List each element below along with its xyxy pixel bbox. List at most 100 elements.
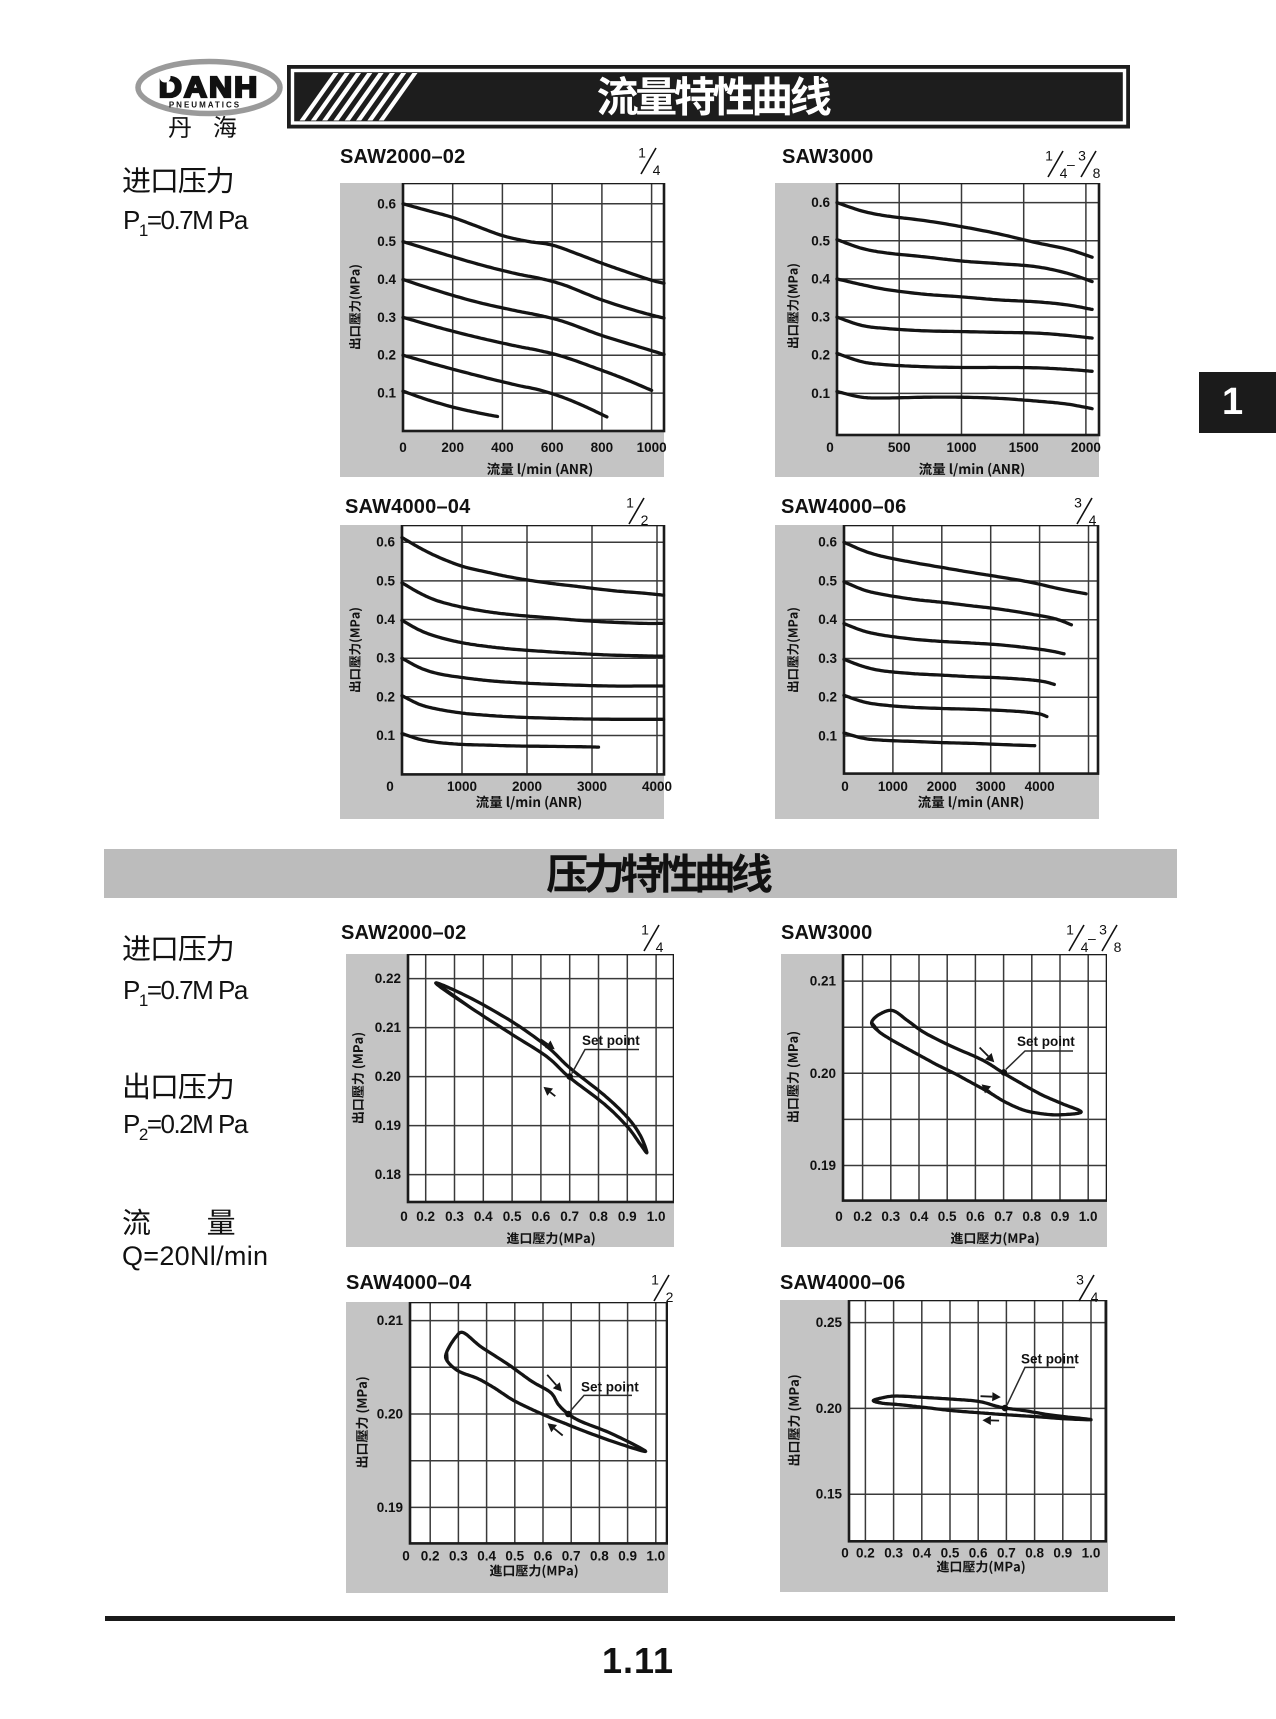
svg-text:0.8: 0.8: [1022, 1209, 1041, 1224]
svg-text:0.5: 0.5: [938, 1209, 957, 1224]
svg-text:1000: 1000: [447, 779, 477, 794]
svg-text:0.6: 0.6: [811, 195, 830, 210]
svg-text:0.6: 0.6: [376, 535, 395, 550]
svg-text:4: 4: [1060, 165, 1068, 180]
svg-text:3: 3: [1099, 922, 1107, 938]
svg-text:0: 0: [841, 1545, 849, 1560]
svg-text:1: 1: [626, 495, 634, 511]
svg-text:8: 8: [1093, 165, 1101, 180]
svg-text:0: 0: [386, 779, 394, 794]
svg-text:0: 0: [835, 1209, 843, 1224]
svg-text:0.22: 0.22: [375, 971, 401, 986]
svg-text:1: 1: [638, 145, 646, 161]
svg-text:4: 4: [1089, 512, 1097, 527]
svg-text:0.3: 0.3: [377, 310, 396, 325]
svg-text:0.1: 0.1: [377, 386, 396, 401]
svg-text:0.6: 0.6: [377, 196, 396, 211]
svg-text:2000: 2000: [927, 779, 957, 794]
svg-text:0.20: 0.20: [810, 1066, 836, 1081]
svg-text:0.3: 0.3: [376, 651, 395, 666]
svg-text:Set point: Set point: [582, 1033, 640, 1048]
svg-text:0.5: 0.5: [811, 233, 830, 248]
svg-text:Set point: Set point: [1021, 1351, 1079, 1366]
svg-text:1500: 1500: [1009, 440, 1039, 455]
svg-text:1.0: 1.0: [1079, 1209, 1098, 1224]
svg-text:0.5: 0.5: [503, 1209, 522, 1224]
svg-text:800: 800: [591, 440, 614, 455]
svg-text:4: 4: [1081, 939, 1089, 954]
svg-text:0.20: 0.20: [375, 1069, 401, 1084]
svg-text:0.2: 0.2: [377, 348, 396, 363]
svg-text:4000: 4000: [642, 779, 672, 794]
svg-text:0.1: 0.1: [376, 728, 395, 743]
svg-text:0.9: 0.9: [1053, 1545, 1072, 1560]
svg-text:600: 600: [541, 440, 564, 455]
svg-text:0.18: 0.18: [375, 1167, 402, 1182]
svg-text:0.2: 0.2: [853, 1209, 872, 1224]
svg-text:0.4: 0.4: [811, 271, 830, 286]
svg-text:0.19: 0.19: [377, 1499, 403, 1514]
svg-text:1: 1: [1066, 922, 1074, 938]
svg-text:0.3: 0.3: [818, 651, 837, 666]
svg-text:1.0: 1.0: [647, 1209, 666, 1224]
svg-text:0.5: 0.5: [818, 574, 837, 589]
svg-text:0.1: 0.1: [811, 386, 830, 401]
svg-text:2: 2: [666, 1289, 674, 1304]
svg-text:4: 4: [1091, 1289, 1099, 1304]
svg-text:0.2: 0.2: [811, 348, 830, 363]
svg-text:0.3: 0.3: [445, 1209, 464, 1224]
svg-text:0.6: 0.6: [532, 1209, 551, 1224]
svg-text:500: 500: [888, 440, 911, 455]
svg-text:4: 4: [656, 939, 664, 954]
svg-text:4000: 4000: [1025, 779, 1055, 794]
svg-text:0: 0: [402, 1548, 410, 1563]
svg-text:0.4: 0.4: [912, 1545, 931, 1560]
svg-text:0.4: 0.4: [477, 1548, 496, 1563]
svg-text:1: 1: [651, 1272, 659, 1288]
svg-text:3000: 3000: [976, 779, 1006, 794]
svg-text:0.4: 0.4: [910, 1209, 929, 1224]
svg-text:1000: 1000: [946, 440, 976, 455]
svg-text:0.3: 0.3: [881, 1209, 900, 1224]
svg-text:0.6: 0.6: [969, 1545, 988, 1560]
svg-text:0: 0: [400, 1209, 408, 1224]
svg-text:0.4: 0.4: [818, 612, 837, 627]
svg-text:0.6: 0.6: [818, 535, 837, 550]
svg-text:1: 1: [1045, 148, 1053, 164]
svg-text:0.2: 0.2: [818, 690, 837, 705]
svg-text:0.4: 0.4: [474, 1209, 493, 1224]
svg-text:0.8: 0.8: [1025, 1545, 1044, 1560]
svg-text:0.21: 0.21: [810, 974, 837, 989]
svg-text:0.5: 0.5: [377, 234, 396, 249]
svg-text:DANH: DANH: [159, 71, 259, 103]
svg-text:0.1: 0.1: [818, 729, 837, 744]
svg-text:0.3: 0.3: [884, 1545, 903, 1560]
svg-text:0: 0: [399, 440, 407, 455]
svg-text:3: 3: [1074, 495, 1082, 511]
svg-text:Set point: Set point: [1017, 1034, 1075, 1049]
svg-text:0.15: 0.15: [816, 1486, 843, 1501]
svg-text:0.5: 0.5: [941, 1545, 960, 1560]
svg-text:0.19: 0.19: [375, 1118, 401, 1133]
svg-text:0.7: 0.7: [560, 1209, 579, 1224]
svg-text:0.2: 0.2: [416, 1209, 435, 1224]
svg-text:3: 3: [1078, 148, 1086, 164]
svg-text:0.4: 0.4: [376, 612, 395, 627]
svg-text:0.19: 0.19: [810, 1158, 836, 1173]
svg-text:0: 0: [841, 779, 849, 794]
svg-text:0.25: 0.25: [816, 1315, 843, 1330]
svg-text:0.7: 0.7: [562, 1548, 581, 1563]
svg-text:0.2: 0.2: [421, 1548, 440, 1563]
svg-text:4: 4: [653, 162, 661, 177]
svg-text:2000: 2000: [512, 779, 542, 794]
svg-text:0.7: 0.7: [994, 1209, 1013, 1224]
svg-text:2: 2: [641, 512, 649, 527]
svg-text:0.20: 0.20: [377, 1406, 403, 1421]
svg-text:PNEUMATICS: PNEUMATICS: [169, 101, 241, 110]
svg-text:0.6: 0.6: [966, 1209, 985, 1224]
svg-text:0.21: 0.21: [375, 1020, 402, 1035]
svg-text:0.2: 0.2: [856, 1545, 875, 1560]
svg-text:0: 0: [826, 440, 834, 455]
svg-text:1.0: 1.0: [646, 1548, 665, 1563]
svg-text:1.0: 1.0: [1082, 1545, 1101, 1560]
